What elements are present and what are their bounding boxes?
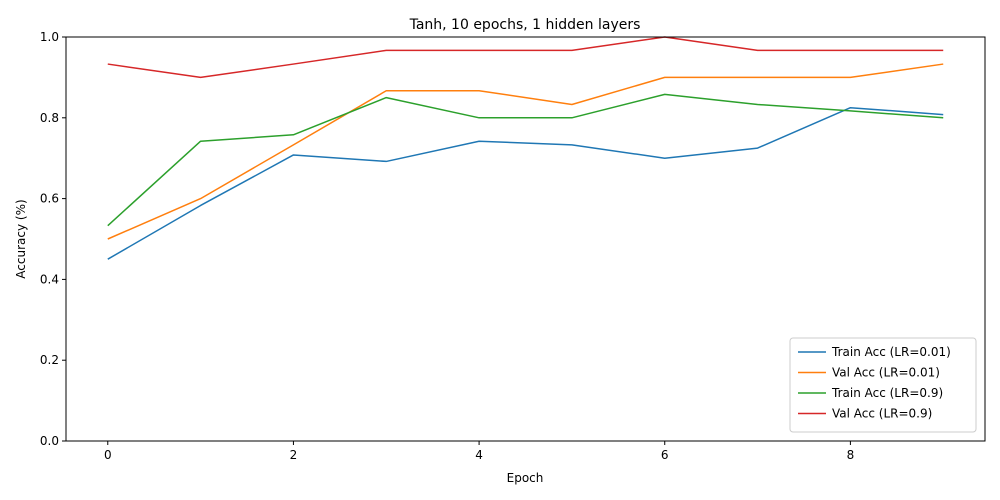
y-tick-label: 1.0 [40, 30, 59, 44]
series-lines [107, 36, 944, 260]
x-tick-label: 2 [290, 448, 298, 462]
x-axis: 0 2 4 6 8 [104, 441, 854, 462]
y-tick-label: 0.0 [40, 434, 59, 448]
chart-title: Tanh, 10 epochs, 1 hidden layers [409, 17, 641, 33]
y-axis: 0.0 0.2 0.4 0.6 0.8 1.0 [40, 30, 66, 448]
y-tick-label: 0.8 [40, 111, 59, 125]
x-tick-label: 8 [847, 448, 855, 462]
x-tick-label: 0 [104, 448, 112, 462]
y-tick-label: 0.2 [40, 353, 59, 367]
series-line-1 [107, 63, 944, 240]
plot-frame [65, 36, 986, 442]
legend-entry-label: Val Acc (LR=0.01) [832, 366, 940, 380]
series-line-3 [107, 36, 944, 79]
series-line-0 [107, 106, 944, 260]
y-tick-label: 0.6 [40, 192, 59, 206]
legend-entry-label: Val Acc (LR=0.9) [832, 407, 932, 421]
x-tick-label: 4 [475, 448, 483, 462]
y-tick-label: 0.4 [40, 272, 59, 286]
series-line-2 [107, 93, 944, 227]
y-axis-label: Accuracy (%) [14, 199, 28, 278]
legend: Train Acc (LR=0.01) Val Acc (LR=0.01) Trai… [789, 337, 977, 433]
legend-entry-label: Train Acc (LR=0.9) [831, 386, 943, 400]
legend-entry-label: Train Acc (LR=0.01) [831, 345, 951, 359]
x-tick-label: 6 [661, 448, 669, 462]
legend-box [789, 337, 977, 433]
x-axis-label: Epoch [507, 471, 544, 485]
